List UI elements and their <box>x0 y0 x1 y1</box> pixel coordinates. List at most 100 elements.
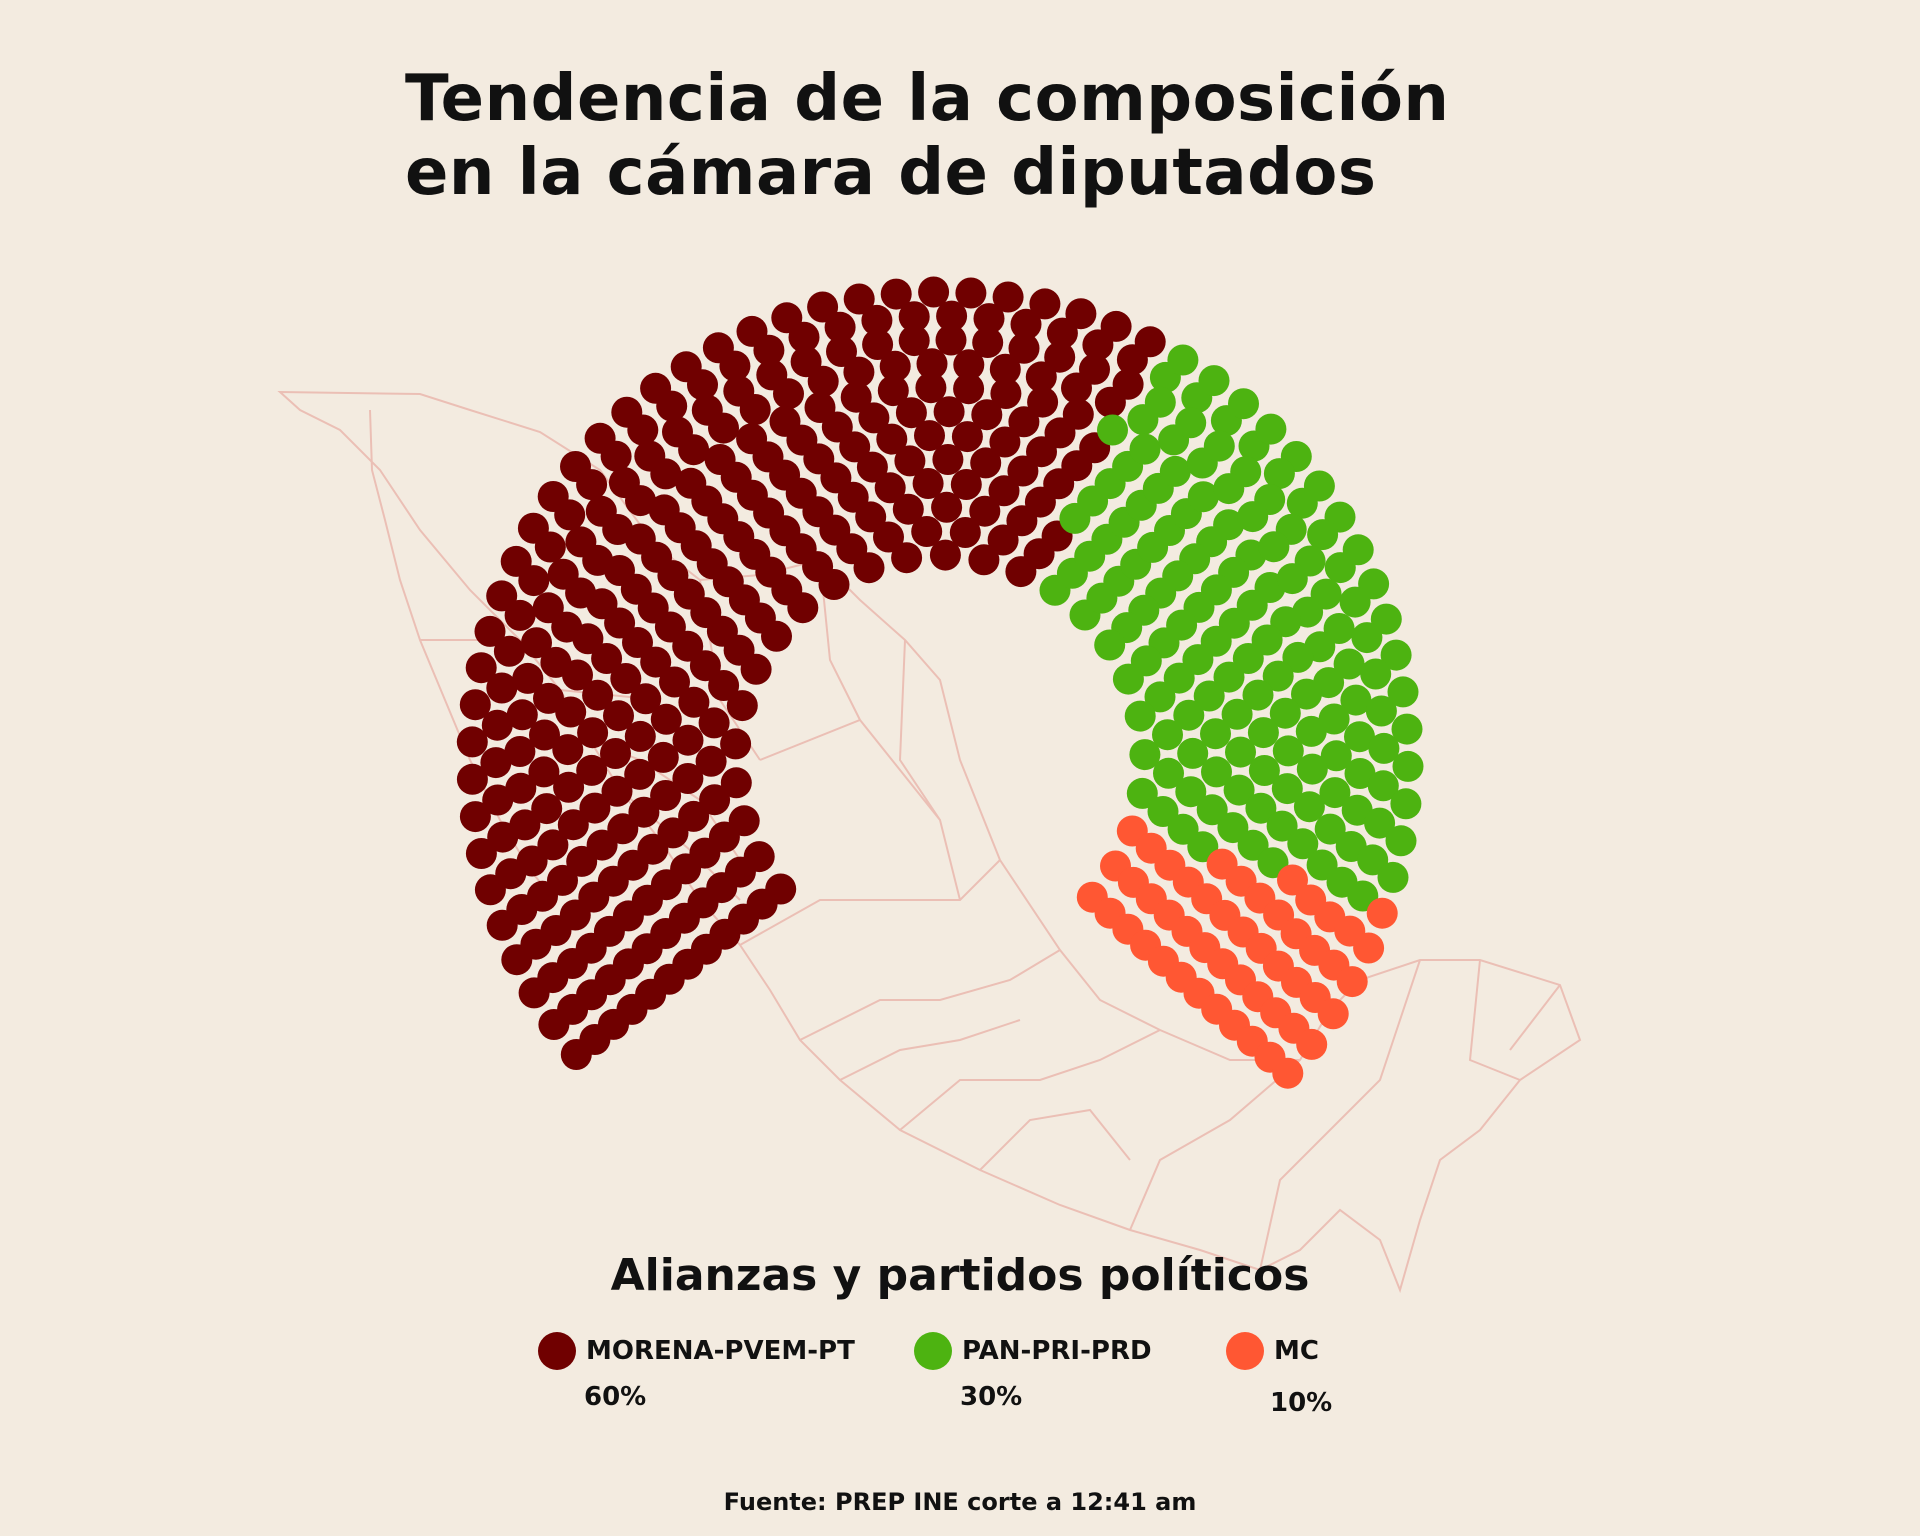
seat-morena-pvem-pt <box>505 772 537 804</box>
seat-morena-pvem-pt <box>955 277 987 309</box>
seat-pan-pri-prd <box>1198 365 1230 397</box>
seat-pan-pri-prd <box>1223 774 1255 806</box>
seat-morena-pvem-pt <box>648 494 680 526</box>
seat-morena-pvem-pt <box>610 663 642 694</box>
seat-morena-pvem-pt <box>1029 288 1061 320</box>
seat-pan-pri-prd <box>1167 344 1199 376</box>
seat-morena-pvem-pt <box>624 720 656 752</box>
seat-pan-pri-prd <box>1237 829 1269 861</box>
seat-mc <box>1366 897 1398 929</box>
seat-morena-pvem-pt <box>918 276 950 308</box>
seat-pan-pri-prd <box>1344 758 1376 789</box>
seat-pan-pri-prd <box>1201 756 1232 788</box>
seat-morena-pvem-pt <box>628 796 660 828</box>
seat-morena-pvem-pt <box>695 745 727 777</box>
seat-pan-pri-prd <box>1232 643 1264 674</box>
seat-pan-pri-prd <box>1217 812 1249 844</box>
seat-pan-pri-prd <box>1319 777 1351 809</box>
seat-morena-pvem-pt <box>672 724 704 756</box>
seat-morena-pvem-pt <box>456 763 488 795</box>
seat-morena-pvem-pt <box>788 321 820 353</box>
seat-morena-pvem-pt <box>584 422 616 454</box>
seat-pan-pri-prd <box>1097 414 1128 446</box>
seat-morena-pvem-pt <box>608 467 640 499</box>
seat-morena-pvem-pt <box>916 348 948 380</box>
seat-morena-pvem-pt <box>565 526 597 558</box>
seat-pan-pri-prd <box>1159 455 1191 487</box>
seat-morena-pvem-pt <box>650 703 682 735</box>
seat-morena-pvem-pt <box>911 516 943 547</box>
seat-pan-pri-prd <box>1324 552 1356 584</box>
seat-pan-pri-prd <box>1213 661 1245 693</box>
seat-pan-pri-prd <box>1200 718 1231 750</box>
seat-morena-pvem-pt <box>547 864 578 896</box>
chart-title: Tendencia de la composición en la cámara… <box>405 62 1605 210</box>
seat-morena-pvem-pt <box>456 726 488 758</box>
seat-morena-pvem-pt <box>576 754 608 786</box>
seat-morena-pvem-pt <box>512 662 544 694</box>
seat-morena-pvem-pt <box>465 652 497 684</box>
seat-pan-pri-prd <box>1221 698 1253 730</box>
seat-morena-pvem-pt <box>1007 455 1039 487</box>
seat-morena-pvem-pt <box>557 809 589 841</box>
seat-pan-pri-prd <box>1124 700 1156 732</box>
seat-morena-pvem-pt <box>1025 361 1057 393</box>
seat-pan-pri-prd <box>1247 717 1279 749</box>
seat-morena-pvem-pt <box>728 805 760 837</box>
seat-morena-pvem-pt <box>560 451 591 482</box>
seat-pan-pri-prd <box>1287 828 1319 860</box>
seat-morena-pvem-pt <box>486 580 518 612</box>
seat-morena-pvem-pt <box>482 784 514 816</box>
seat-morena-pvem-pt <box>720 728 752 760</box>
seat-morena-pvem-pt <box>898 325 930 357</box>
seat-morena-pvem-pt <box>600 738 631 769</box>
seat-morena-pvem-pt <box>622 627 653 658</box>
seat-pan-pri-prd <box>1126 777 1158 809</box>
seat-morena-pvem-pt <box>504 599 536 631</box>
seat-morena-pvem-pt <box>607 813 639 845</box>
seat-pan-pri-prd <box>1248 755 1280 786</box>
seat-morena-pvem-pt <box>675 467 707 499</box>
seat-pan-pri-prd <box>1339 586 1371 618</box>
seat-morena-pvem-pt <box>932 444 964 475</box>
seat-mc <box>1277 864 1308 896</box>
seat-pan-pri-prd <box>1276 563 1308 595</box>
seat-pan-pri-prd <box>1228 388 1259 420</box>
seat-morena-pvem-pt <box>935 324 967 356</box>
seat-morena-pvem-pt <box>862 329 894 360</box>
seat-morena-pvem-pt <box>579 792 611 824</box>
seat-morena-pvem-pt <box>708 670 740 701</box>
seat-pan-pri-prd <box>1295 715 1327 747</box>
seat-morena-pvem-pt <box>504 736 536 767</box>
legend-percent-morena: 60% <box>584 1382 647 1412</box>
seat-morena-pvem-pt <box>698 707 730 739</box>
seat-morena-pvem-pt <box>951 421 983 453</box>
seat-morena-pvem-pt <box>1062 398 1094 430</box>
seat-pan-pri-prd <box>1385 825 1417 857</box>
seat-morena-pvem-pt <box>877 375 909 407</box>
seat-pan-pri-prd <box>1291 678 1322 710</box>
seat-pan-pri-prd <box>1193 680 1225 712</box>
seat-pan-pri-prd <box>1213 473 1245 505</box>
seat-pan-pri-prd <box>1380 639 1412 671</box>
chart-title-line-2: en la cámara de diputados <box>405 136 1377 210</box>
seat-morena-pvem-pt <box>953 349 985 381</box>
seat-morena-pvem-pt <box>894 445 926 477</box>
seat-pan-pri-prd <box>1173 699 1205 731</box>
seat-morena-pvem-pt <box>640 646 672 678</box>
seat-pan-pri-prd <box>1377 861 1409 893</box>
seat-morena-pvem-pt <box>486 672 518 704</box>
seat-pan-pri-prd <box>1340 684 1372 716</box>
seat-morena-pvem-pt <box>493 635 525 667</box>
seat-pan-pri-prd <box>1282 641 1314 673</box>
seat-morena-pvem-pt <box>880 278 912 310</box>
seat-pan-pri-prd <box>1344 721 1375 753</box>
seat-mc <box>1272 1057 1304 1089</box>
seat-pan-pri-prd <box>1391 713 1423 745</box>
seat-pan-pri-prd <box>1112 663 1144 695</box>
seat-morena-pvem-pt <box>634 440 666 472</box>
seat-morena-pvem-pt <box>807 365 839 397</box>
seat-morena-pvem-pt <box>840 381 872 413</box>
seat-morena-pvem-pt <box>555 696 587 728</box>
seat-pan-pri-prd <box>1262 660 1294 692</box>
